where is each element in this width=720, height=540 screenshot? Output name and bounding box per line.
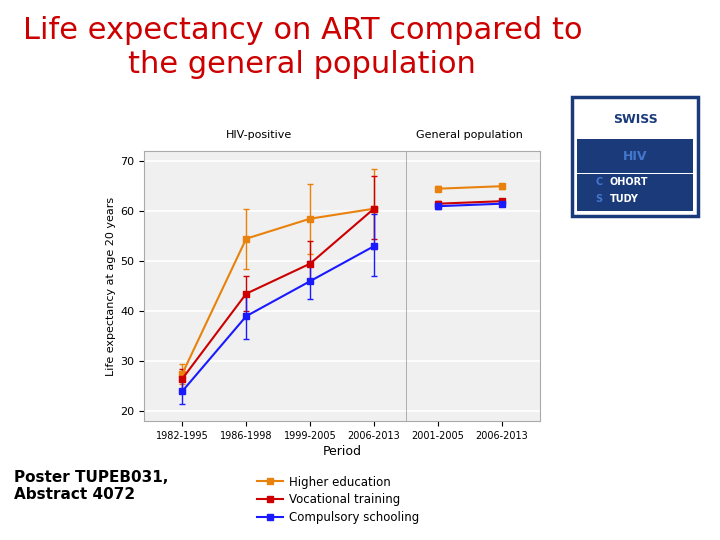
Text: Poster TUPEB031,
Abstract 4072: Poster TUPEB031, Abstract 4072	[14, 470, 168, 502]
Text: OHORT: OHORT	[610, 177, 648, 187]
Y-axis label: Life expectancy at age 20 years: Life expectancy at age 20 years	[106, 197, 116, 376]
Text: S: S	[595, 194, 602, 204]
Text: HIV-positive: HIV-positive	[226, 130, 292, 140]
Text: TUDY: TUDY	[610, 194, 639, 204]
Text: HIV: HIV	[623, 150, 648, 163]
Bar	[577, 102, 693, 138]
Bar	[577, 174, 693, 211]
Bar	[577, 139, 693, 173]
Text: Life expectancy on ART compared to
the general population: Life expectancy on ART compared to the g…	[22, 16, 582, 79]
Text: General population: General population	[416, 130, 523, 140]
Text: SWISS: SWISS	[613, 113, 658, 126]
X-axis label: Period: Period	[323, 445, 361, 458]
Legend: Higher education, Vocational training, Compulsory schooling: Higher education, Vocational training, C…	[253, 471, 424, 529]
Text: C: C	[595, 177, 603, 187]
